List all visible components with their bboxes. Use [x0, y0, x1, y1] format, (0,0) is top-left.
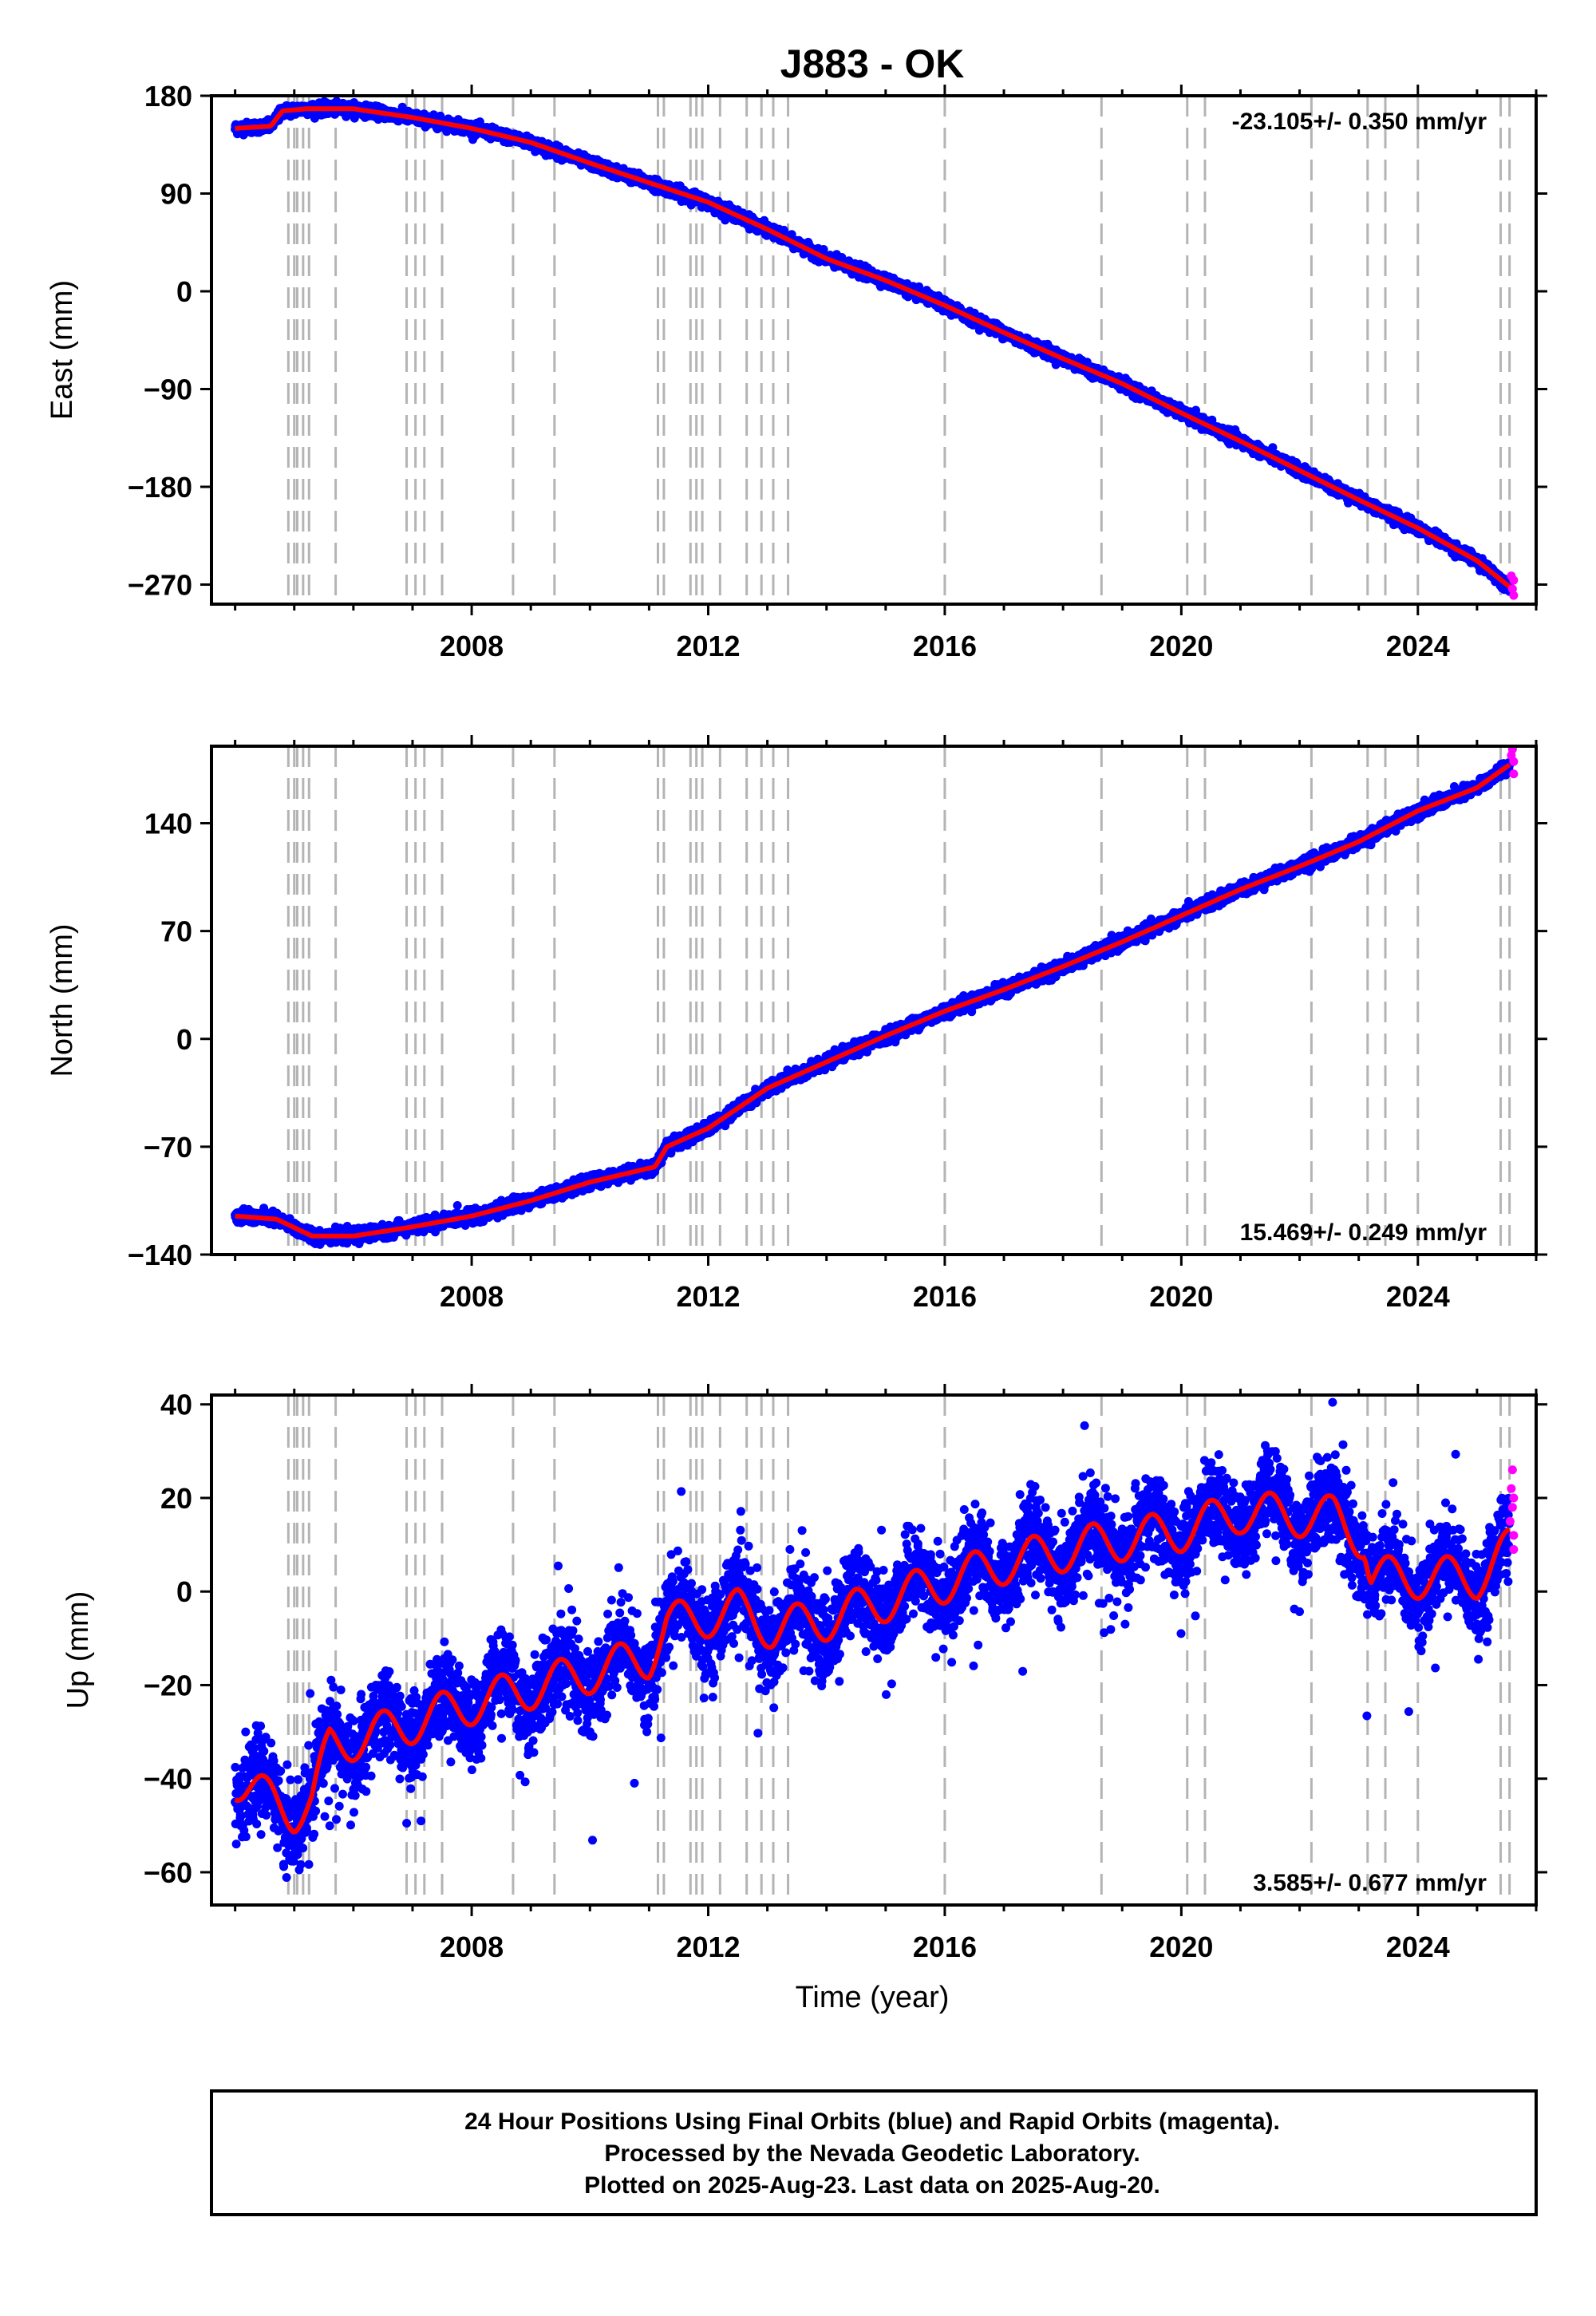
east-data: [231, 97, 1515, 596]
chart-title: J883 - OK: [780, 41, 965, 86]
